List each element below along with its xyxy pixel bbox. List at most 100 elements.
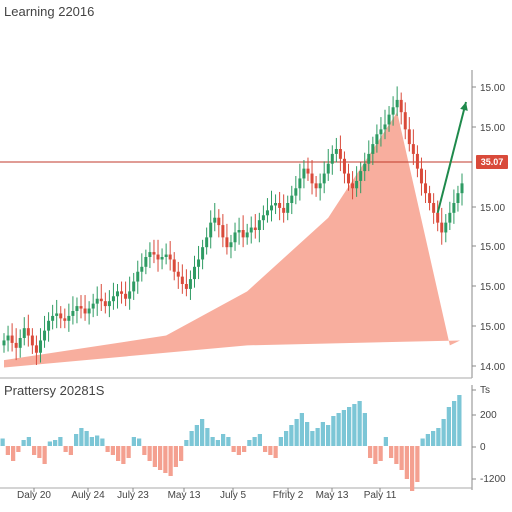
candle-body: [233, 232, 237, 243]
indicator-bar: [5, 446, 10, 455]
candle-body: [47, 320, 51, 331]
candle-body: [213, 217, 217, 223]
indicator-bar: [373, 446, 378, 464]
date-tick-label: May 13: [168, 490, 201, 501]
indicator-bar: [436, 428, 441, 446]
indicator-bar: [289, 425, 294, 446]
indicator-bar: [378, 446, 383, 461]
candle-body: [79, 306, 83, 309]
main-chart-title: Learning 22016: [4, 4, 94, 19]
candle-body: [257, 220, 261, 230]
indicator-bar: [89, 437, 94, 446]
candle-body: [330, 153, 334, 164]
indicator-axis-ticks: Ts 200 0 -1200: [472, 385, 506, 485]
indicator-bar: [184, 440, 189, 446]
candle-body: [347, 173, 351, 184]
candle-body: [176, 271, 180, 277]
candle-body: [22, 328, 26, 338]
candle-body: [111, 296, 115, 302]
indicator-bar: [179, 446, 184, 461]
candle-body: [367, 153, 371, 164]
indicator-bar: [79, 428, 84, 446]
trend-arrow-shaft: [436, 101, 467, 214]
date-tick-label: May 13: [316, 490, 349, 501]
candle-body: [120, 291, 124, 294]
candle-body: [411, 144, 415, 154]
candle-body: [99, 298, 103, 302]
candle-body: [201, 247, 205, 260]
candle-body: [229, 242, 233, 248]
candle-body: [278, 203, 282, 208]
indicator-bar: [431, 431, 436, 446]
candle-body: [55, 313, 59, 316]
candle-body: [456, 193, 460, 203]
indicator-bar: [336, 413, 341, 446]
indicator-bar: [126, 446, 131, 458]
indicator-bar: [58, 437, 63, 446]
indicator-bar: [368, 446, 373, 458]
indicator-bar: [331, 416, 336, 446]
candle-body: [71, 311, 75, 316]
indicator-bar: [100, 438, 105, 446]
candle-body: [172, 259, 176, 272]
indicator-bar: [110, 446, 115, 455]
indicator-bar: [47, 441, 52, 446]
price-tick-label: 15.00: [480, 322, 505, 333]
candle-body: [225, 237, 229, 248]
candle-body: [217, 217, 221, 226]
trend-fill-polygon: [4, 112, 460, 368]
indicator-bar: [158, 446, 163, 470]
date-axis-ticks: Daly 20 Auly 24 July 23 May 13 July 5 Ffrity …: [17, 488, 397, 501]
candle-body: [399, 99, 403, 113]
date-tick-label: July 23: [117, 490, 149, 501]
candle-body: [103, 301, 107, 307]
indicator-tick-label: Ts: [480, 385, 490, 396]
indicator-bar: [299, 413, 304, 446]
candle-body: [310, 173, 314, 184]
indicator-bar: [410, 446, 415, 491]
candle-body: [448, 212, 452, 223]
indicator-bar: [147, 446, 152, 461]
price-axis-ticks: 15.00 15.00 15.00 15.00 15.00 15.00 14.00: [472, 83, 505, 373]
candle-body: [188, 279, 192, 289]
candle-body: [67, 315, 71, 321]
candle-body: [428, 193, 432, 203]
trend-arrow-head: [460, 102, 468, 111]
candle-body: [38, 340, 42, 353]
candle-body: [270, 205, 274, 211]
candle-body: [140, 266, 144, 272]
candle-body: [314, 183, 318, 189]
indicator-bar: [226, 437, 231, 446]
indicator-bar: [425, 434, 430, 446]
candle-body: [274, 203, 278, 206]
candle-body: [249, 227, 253, 233]
candle-body: [30, 335, 34, 346]
horizontal-price-line: 35.07: [0, 155, 508, 169]
candle-body: [124, 293, 128, 299]
indicator-bar: [347, 407, 352, 446]
indicator-bar: [189, 431, 194, 446]
indicator-bar: [310, 431, 315, 446]
price-level-label: 35.07: [481, 157, 504, 167]
candle-body: [424, 183, 428, 194]
candle-body: [334, 149, 338, 154]
candle-body: [2, 340, 6, 346]
indicator-bar: [16, 446, 21, 452]
indicator-bar: [0, 438, 5, 446]
indicator-bar: [446, 407, 451, 446]
candle-body: [351, 183, 355, 189]
date-tick-label: July 5: [220, 490, 247, 501]
indicator-bar: [236, 446, 241, 455]
price-tick-label: 15.00: [480, 203, 505, 214]
indicator-bar: [116, 446, 121, 461]
candle-body: [6, 335, 10, 341]
indicator-bar: [21, 440, 26, 446]
candle-body: [115, 291, 119, 297]
candle-body: [128, 291, 132, 299]
candle-body: [387, 114, 391, 125]
price-tick-label: 14.00: [480, 362, 505, 373]
candle-body: [383, 124, 387, 130]
candle-body: [132, 281, 136, 292]
indicator-bar: [252, 437, 257, 446]
